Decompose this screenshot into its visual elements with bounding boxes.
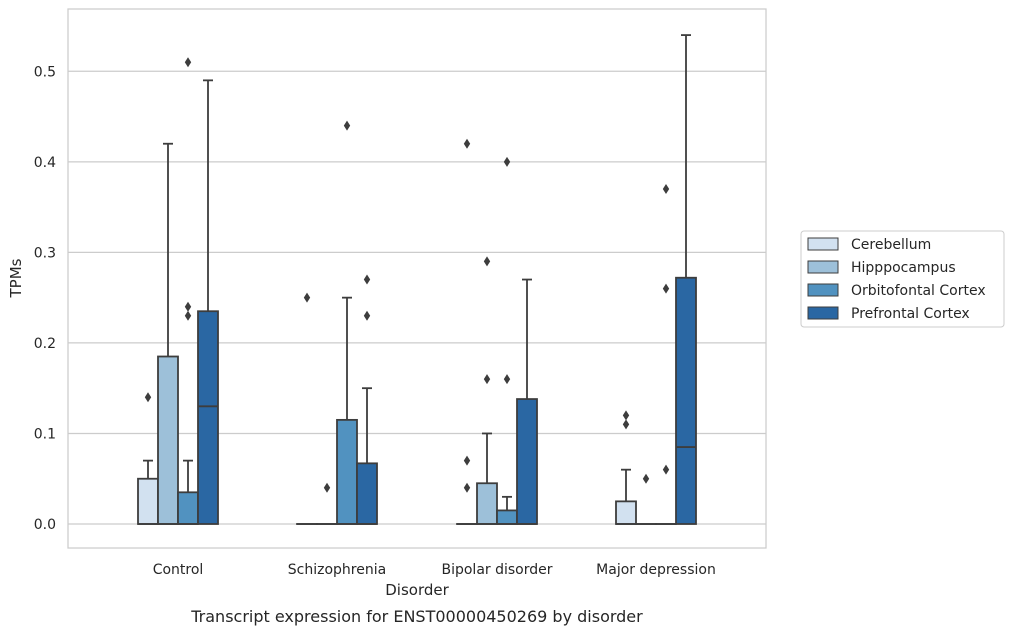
outlier-point [144, 392, 152, 403]
outlier-point [363, 310, 371, 321]
legend-swatch [807, 237, 839, 251]
outlier-point [463, 482, 471, 493]
y-tick-label: 0.2 [34, 336, 56, 352]
legend-label: Cerebellum [851, 237, 931, 253]
outlier-point [483, 374, 491, 385]
outlier-point [463, 455, 471, 466]
box [336, 418, 358, 525]
box [496, 509, 518, 525]
legend-swatch [807, 306, 839, 320]
x-tick-label: Bipolar disorder [441, 562, 552, 578]
box [137, 477, 159, 525]
x-tick-label: Control [153, 562, 204, 578]
box [516, 398, 538, 525]
outlier-point [642, 473, 650, 484]
legend: Cerebellum Hipppocampus Orbitofontal Corte… [800, 230, 1005, 328]
outlier-point [303, 292, 311, 303]
outlier-point [503, 374, 511, 385]
y-axis-ticks: 0.0 0.1 0.2 0.3 0.4 0.5 [34, 64, 56, 533]
y-tick-label: 0.4 [34, 155, 56, 171]
outlier-point [184, 301, 192, 312]
y-axis-label: TPMs [7, 258, 25, 298]
y-tick-label: 0.3 [34, 245, 56, 261]
outlier-point [662, 283, 670, 294]
outlier-point [343, 120, 351, 131]
outlier-point [463, 138, 471, 149]
outlier-point [184, 57, 192, 68]
legend-label: Hipppocampus [851, 260, 956, 276]
box [675, 276, 697, 525]
x-axis-label: Disorder [385, 581, 449, 599]
chart-caption: Transcript expression for ENST0000045026… [190, 607, 643, 626]
box [476, 482, 498, 525]
x-axis-ticks: Control Schizophrenia Bipolar disorder Majo… [153, 562, 716, 578]
box [197, 310, 219, 525]
y-tick-label: 0.0 [34, 517, 56, 533]
box [615, 500, 637, 525]
legend-frame [800, 230, 1005, 328]
legend-label: Orbitofontal Cortex [851, 283, 986, 299]
outlier-point [662, 184, 670, 195]
outlier-point [503, 156, 511, 167]
outlier-point [483, 256, 491, 267]
outlier-point [622, 410, 630, 421]
outlier-point [363, 274, 371, 285]
legend-label: Prefrontal Cortex [851, 306, 970, 322]
outlier-point [323, 482, 331, 493]
box [356, 462, 378, 525]
x-tick-label: Major depression [596, 562, 716, 578]
legend-swatch [807, 260, 839, 274]
y-tick-label: 0.5 [34, 64, 56, 80]
y-tick-label: 0.1 [34, 426, 56, 442]
x-tick-label: Schizophrenia [288, 562, 386, 578]
outlier-point [622, 419, 630, 430]
outlier-point [662, 464, 670, 475]
boxes-layer [137, 34, 697, 525]
outlier-point [184, 310, 192, 321]
box [157, 355, 179, 525]
plot-frame [67, 8, 767, 549]
box [177, 491, 199, 525]
legend-swatch [807, 283, 839, 297]
